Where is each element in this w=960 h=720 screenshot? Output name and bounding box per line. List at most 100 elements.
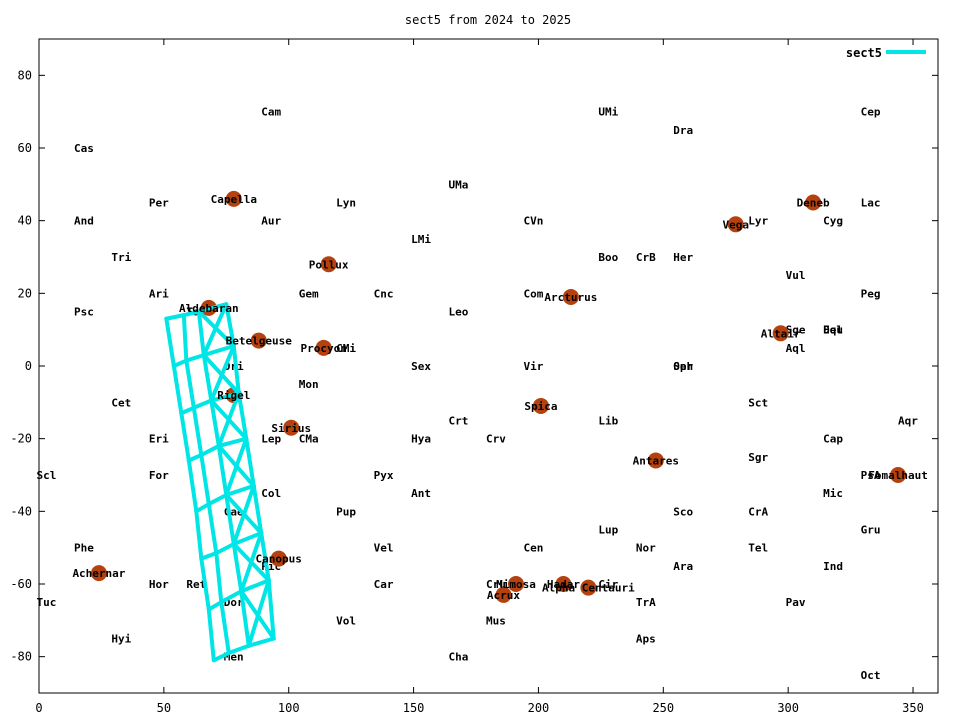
x-tick-label: 250 xyxy=(652,701,674,715)
star-marker xyxy=(562,288,579,305)
star-marker xyxy=(283,419,300,436)
sect5-segment xyxy=(199,453,211,507)
star-label: Fomalhaut xyxy=(868,469,928,482)
star-label: Mimosa xyxy=(496,578,536,591)
constellation-label: Cam xyxy=(261,106,281,119)
constellation-label: Oct xyxy=(861,669,881,682)
constellation-label: Sge xyxy=(786,324,806,337)
sect5-segment xyxy=(231,483,256,547)
constellation-label: Tri xyxy=(111,251,131,264)
sect5-segment xyxy=(196,302,229,314)
constellation-label: Cyg xyxy=(823,215,843,228)
x-tick-label: 300 xyxy=(777,701,799,715)
sect5-segment xyxy=(216,436,249,448)
sect5-segment xyxy=(171,358,189,368)
constellation-label: Gru xyxy=(861,524,881,537)
constellation-label: Vir xyxy=(523,360,543,373)
sect5-segment xyxy=(184,353,206,363)
constellation-label: Crv xyxy=(486,433,506,446)
constellation-label: Lyn xyxy=(336,197,356,210)
constellation-label: Phe xyxy=(74,542,94,555)
sect5-segment xyxy=(184,358,196,410)
constellation-label: Vol xyxy=(336,614,356,627)
constellation-label: Lep xyxy=(261,433,281,446)
y-tick-label: 60 xyxy=(18,141,32,155)
x-tick-label: 100 xyxy=(278,701,300,715)
constellation-label: Vel xyxy=(374,542,394,555)
constellation-label: Ari xyxy=(149,287,169,300)
sect5-segment xyxy=(211,651,231,663)
axis-ticks: 0 50 100 150 200 250 300 350 -80 -60 -40 -20 0 20 40 60… xyxy=(10,39,938,715)
star-marker xyxy=(320,256,337,273)
y-tick-label: 0 xyxy=(25,359,32,373)
constellation-label: Ret xyxy=(186,578,206,591)
sect5-segment xyxy=(194,509,204,561)
sect5-segment xyxy=(236,391,249,441)
sect5-series xyxy=(164,302,276,663)
constellation-label: UMi xyxy=(598,106,618,119)
star-label: Spica xyxy=(524,400,557,413)
sect5-segment xyxy=(219,589,244,605)
constellation-label: CMa xyxy=(299,433,319,446)
sect5-segment xyxy=(219,600,231,656)
legend-label: sect5 xyxy=(846,46,882,60)
sect5-segment xyxy=(226,643,251,656)
star-label: Capella xyxy=(211,193,257,206)
constellation-label: Car xyxy=(374,578,394,591)
star-marker xyxy=(805,194,822,211)
constellation-label: Aqr xyxy=(898,415,918,428)
constellation-label: Cnc xyxy=(374,287,394,300)
star-label: Antares xyxy=(633,454,679,467)
sect5-segment xyxy=(216,443,229,497)
constellation-label: Nor xyxy=(636,542,656,555)
constellation-label: Oph xyxy=(673,360,693,373)
constellation-label: Pyx xyxy=(374,469,394,482)
sect5-segment xyxy=(209,398,221,448)
constellation-label: CVn xyxy=(523,215,543,228)
sect5-segment xyxy=(246,578,271,648)
star-marker xyxy=(772,325,789,342)
constellation-label: Psc xyxy=(74,306,94,319)
sect5-segment xyxy=(186,453,204,463)
sect5-segment xyxy=(231,344,241,396)
constellation-label: PsA xyxy=(861,469,881,482)
sect5-segment xyxy=(199,551,219,561)
y-tick-label: -80 xyxy=(10,650,32,664)
x-tick-label: 0 xyxy=(35,701,42,715)
constellation-label: Mic xyxy=(823,487,843,500)
star-marker xyxy=(647,452,664,469)
y-tick-label: 80 xyxy=(18,68,32,82)
constellation-label: Cas xyxy=(74,142,94,155)
sect5-segment xyxy=(199,556,211,612)
sect5-segment xyxy=(224,492,236,547)
sect5-segment xyxy=(214,551,224,605)
constellation-label: Lib xyxy=(598,415,618,428)
y-tick-label: 40 xyxy=(18,214,32,228)
sect5-segment xyxy=(214,542,236,556)
y-tick-label: -40 xyxy=(10,504,32,518)
constellation-label: Equ xyxy=(823,324,843,337)
star-labels: Capella Deneb Vega Pollux Arcturus Aldebaran A… xyxy=(72,193,927,602)
star-marker xyxy=(495,586,512,603)
star-marker xyxy=(890,467,907,483)
constellation-label: Cep xyxy=(861,106,881,119)
sect5-segment xyxy=(216,391,241,448)
sect5-segment xyxy=(201,302,229,358)
sect5-segment xyxy=(206,600,224,612)
sect5-segment xyxy=(181,309,201,318)
sect5-segment xyxy=(251,483,264,536)
constellation-label: Scl xyxy=(37,469,57,482)
constellation-label: Tuc xyxy=(37,596,57,609)
sect5-segment xyxy=(186,458,199,514)
constellation-label: Ind xyxy=(823,560,843,573)
star-label: Deneb xyxy=(797,197,830,210)
constellation-label: Cet xyxy=(111,396,131,409)
constellation-label: Col xyxy=(261,487,281,500)
legend: sect5 xyxy=(846,46,926,60)
constellation-label: Ser xyxy=(673,360,693,373)
star-label: Betelgeuse xyxy=(226,335,293,348)
constellation-label: Hyi xyxy=(111,633,131,646)
constellation-label: Pup xyxy=(336,505,356,518)
sect5-segment xyxy=(224,302,236,349)
sect5-segment xyxy=(201,344,236,358)
